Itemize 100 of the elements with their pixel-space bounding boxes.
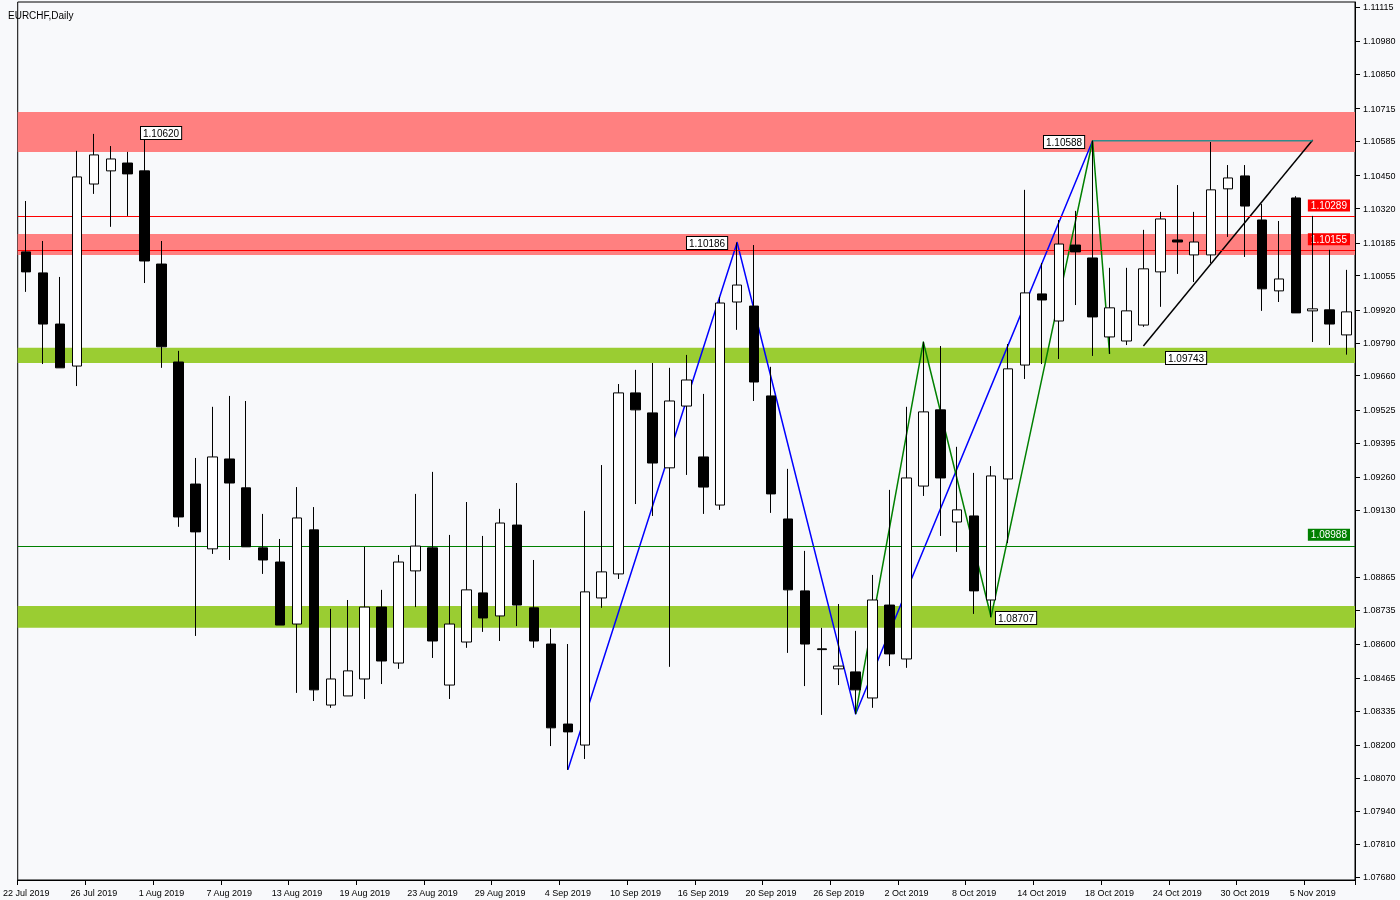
y-tick-label: 1.08200 bbox=[1363, 740, 1396, 751]
candlestick bbox=[783, 468, 793, 654]
x-tick-label: 8 Oct 2019 bbox=[952, 887, 997, 898]
candlestick bbox=[1189, 211, 1199, 283]
candlestick bbox=[817, 627, 827, 716]
x-tick-label: 18 Oct 2019 bbox=[1085, 887, 1135, 898]
candlestick bbox=[867, 574, 878, 709]
candlestick bbox=[749, 244, 759, 402]
candlestick bbox=[901, 406, 912, 669]
candlestick bbox=[1054, 219, 1064, 360]
candlestick bbox=[478, 535, 488, 633]
ref-line-label: 1.08988 bbox=[1310, 529, 1348, 541]
candlestick bbox=[1274, 220, 1284, 303]
x-tick-label: 16 Sep 2019 bbox=[677, 887, 729, 898]
candlestick bbox=[698, 393, 709, 515]
candlestick bbox=[72, 150, 82, 387]
x-tick-label: 13 Aug 2019 bbox=[271, 887, 323, 898]
candlestick bbox=[89, 133, 99, 195]
y-tick-label: 1.10055 bbox=[1363, 270, 1396, 281]
candlestick bbox=[1155, 211, 1166, 308]
candlestick bbox=[309, 506, 319, 702]
y-tick-label: 1.09790 bbox=[1363, 337, 1396, 348]
candlestick bbox=[1172, 184, 1183, 275]
candlestick bbox=[732, 242, 742, 331]
x-tick-label: 1 Aug 2019 bbox=[138, 887, 185, 898]
candlestick bbox=[596, 464, 607, 609]
annotation: 1.10186 bbox=[689, 237, 726, 249]
y-tick-label: 1.08070 bbox=[1363, 773, 1396, 784]
candlestick bbox=[495, 508, 505, 642]
x-tick-label: 23 Aug 2019 bbox=[407, 887, 458, 898]
y-tick-label: 1.10450 bbox=[1363, 170, 1396, 181]
candlestick bbox=[1257, 203, 1267, 312]
candlestick bbox=[613, 383, 624, 580]
candlestick bbox=[258, 513, 268, 575]
candlestick bbox=[546, 628, 556, 747]
x-tick-label: 7 Aug 2019 bbox=[206, 887, 253, 898]
candlestick bbox=[1291, 195, 1301, 314]
candlestick bbox=[359, 546, 370, 700]
candlestick bbox=[275, 538, 285, 626]
candlestick bbox=[580, 510, 590, 760]
y-tick-label: 1.08335 bbox=[1363, 706, 1396, 717]
candlestick bbox=[850, 630, 861, 715]
candlestick bbox=[986, 465, 996, 618]
candlestick bbox=[106, 145, 116, 228]
candlestick bbox=[1020, 189, 1030, 380]
candlestick bbox=[376, 589, 387, 685]
candlestick bbox=[529, 559, 539, 649]
candlestick bbox=[1121, 267, 1132, 346]
x-tick-label: 14 Oct 2019 bbox=[1017, 887, 1067, 898]
candlestick bbox=[190, 457, 201, 637]
candlestick bbox=[427, 471, 438, 659]
candlestick bbox=[935, 345, 946, 537]
candlestick bbox=[1341, 269, 1352, 356]
candlestick bbox=[1003, 343, 1013, 544]
y-tick-label: 1.09920 bbox=[1363, 304, 1396, 315]
y-tick-label: 1.10185 bbox=[1363, 237, 1396, 248]
candlestick bbox=[224, 395, 235, 561]
candlestick bbox=[952, 446, 962, 553]
candlestick bbox=[156, 240, 167, 369]
x-tick-label: 4 Sep 2019 bbox=[544, 887, 591, 898]
candlestick bbox=[884, 489, 895, 667]
x-tick-label: 29 Aug 2019 bbox=[474, 887, 526, 898]
candlestick bbox=[410, 493, 421, 608]
candlestick bbox=[1037, 262, 1047, 365]
candlestick bbox=[1087, 140, 1098, 357]
candlestick bbox=[800, 550, 810, 687]
candlestick bbox=[1240, 164, 1250, 258]
annotation: 1.10588 bbox=[1046, 136, 1083, 148]
y-tick-label: 1.07810 bbox=[1363, 839, 1396, 850]
annotation: 1.09743 bbox=[1168, 352, 1205, 364]
y-tick-label: 1.07940 bbox=[1363, 806, 1396, 817]
y-tick-label: 1.09525 bbox=[1363, 404, 1396, 415]
x-tick-label: 5 Nov 2019 bbox=[1289, 887, 1336, 898]
candlestick bbox=[969, 472, 979, 615]
y-tick-label: 1.09130 bbox=[1363, 504, 1396, 515]
candlestick bbox=[630, 369, 641, 505]
y-tick-label: 1.09395 bbox=[1363, 437, 1396, 448]
candlestick bbox=[241, 400, 251, 548]
x-tick-label: 10 Sep 2019 bbox=[610, 887, 662, 898]
y-tick-label: 1.09660 bbox=[1363, 370, 1396, 381]
y-tick-label: 1.10980 bbox=[1363, 36, 1396, 47]
candlestick bbox=[343, 599, 353, 697]
candlestick bbox=[1104, 267, 1115, 355]
candlestick bbox=[833, 603, 844, 686]
candlestick bbox=[207, 406, 218, 555]
candlestick bbox=[681, 354, 692, 476]
y-tick-label: 1.08865 bbox=[1363, 571, 1396, 582]
candlestick bbox=[122, 151, 133, 217]
y-tick-label: 1.10585 bbox=[1363, 136, 1396, 147]
y-tick-label: 1.08465 bbox=[1363, 673, 1396, 684]
candlestick bbox=[21, 200, 31, 293]
candlestick bbox=[444, 534, 455, 700]
candlestick bbox=[1070, 210, 1081, 306]
x-tick-label: 26 Jul 2019 bbox=[70, 887, 118, 898]
y-tick-label: 1.08600 bbox=[1363, 639, 1396, 650]
x-tick-label: 2 Oct 2019 bbox=[884, 887, 929, 898]
candlestick bbox=[55, 276, 65, 369]
y-tick-label: 1.10320 bbox=[1363, 203, 1396, 214]
y-tick-label: 1.10850 bbox=[1363, 69, 1396, 80]
candlestick bbox=[647, 362, 658, 517]
